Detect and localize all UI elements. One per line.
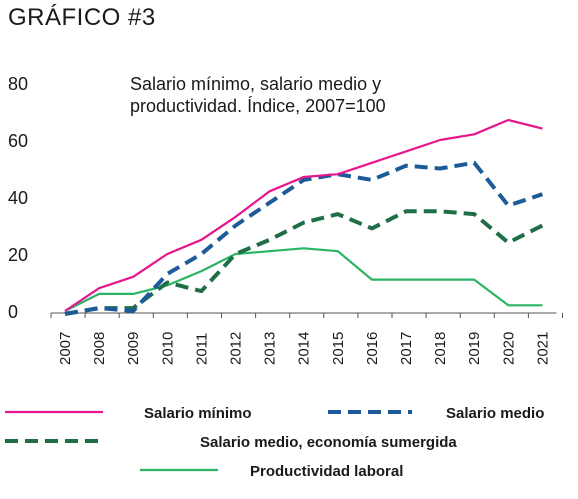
x-tick-label: 2019 (466, 332, 483, 365)
x-axis: 2007 2008 2009 2010 2011 2012 2013 2014 2015 2016… (50, 312, 563, 365)
x-tick-label: 2014 (296, 332, 313, 365)
y-tick-label: 0 (8, 302, 18, 322)
legend: Salario mínimo Salario medio Salario medio… (5, 405, 544, 480)
series-line-3 (64, 209, 544, 316)
y-tick-label: 20 (8, 245, 28, 265)
x-tick-label: 2021 (534, 332, 551, 365)
chart-title-line-1: Salario mínimo, salario medio y (130, 74, 381, 94)
series-line-4 (64, 247, 543, 312)
y-tick-label: 40 (8, 188, 28, 208)
x-tick-label: 2010 (159, 332, 176, 365)
x-tick-label: 2007 (57, 332, 74, 365)
x-tick-label: 2012 (228, 332, 245, 365)
series-line-2 (64, 160, 544, 316)
legend-label: Productividad laboral (250, 463, 403, 480)
legend-label: Salario mínimo (144, 405, 252, 422)
chart-title-line-2: productividad. Índice, 2007=100 (130, 96, 386, 116)
legend-label: Salario medio (446, 405, 544, 422)
x-tick-label: 2011 (193, 333, 210, 365)
page-heading: GRÁFICO #3 (8, 4, 156, 31)
x-tick-label: 2008 (91, 332, 108, 365)
legend-label: Salario medio, economía sumergida (200, 434, 457, 451)
series-line-1 (64, 118, 543, 312)
y-tick-label: 60 (8, 131, 28, 151)
x-tick-label: 2016 (364, 332, 381, 365)
chart-title: Salario mínimo, salario medio y producti… (130, 74, 386, 116)
y-tick-label: 80 (8, 74, 28, 94)
x-tick-label: 2013 (262, 332, 279, 365)
x-tick-label: 2020 (500, 332, 517, 365)
x-tick-label: 2009 (125, 332, 142, 365)
series-lines (64, 118, 544, 316)
y-axis-ticks: 0 20 40 60 80 (8, 74, 28, 322)
x-tick-label: 2017 (398, 332, 415, 365)
x-tick-label: 2018 (432, 332, 449, 365)
x-tick-label: 2015 (330, 332, 347, 365)
